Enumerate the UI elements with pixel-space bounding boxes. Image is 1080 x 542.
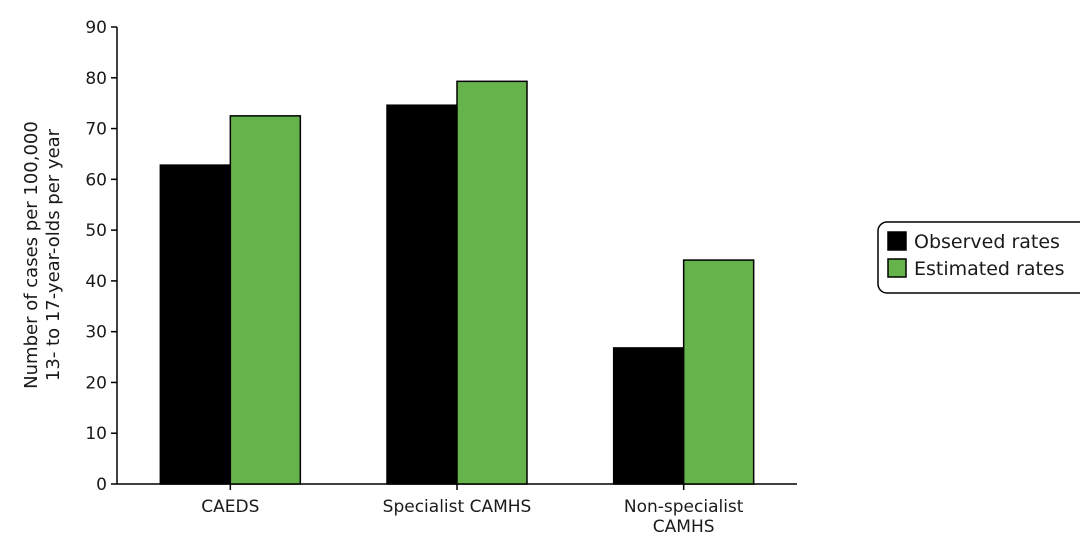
legend: Observed rates Estimated rates — [877, 221, 1080, 294]
legend-swatch — [887, 258, 907, 278]
y-axis-label-line: 13- to 17-year-olds per year — [43, 128, 64, 381]
y-tick-label: 50 — [85, 221, 107, 241]
legend-label: Observed rates — [914, 231, 1060, 253]
bar-estimated — [456, 80, 528, 485]
bars — [159, 80, 755, 485]
bar-observed — [612, 347, 685, 485]
y-axis: 0 10 20 30 40 50 60 70 80 90 — [85, 18, 118, 495]
y-tick-label: 60 — [85, 170, 107, 190]
y-tick-label: 0 — [96, 475, 107, 495]
y-tick-label: 20 — [85, 373, 107, 393]
y-axis-label-line: Number of cases per 100,000 — [21, 121, 42, 389]
x-tick-label: Specialist CAMHS — [383, 497, 532, 517]
x-tick-label: CAMHS — [653, 517, 715, 537]
bar-observed — [386, 104, 458, 485]
bar-observed — [159, 164, 232, 485]
bar-estimated — [682, 259, 755, 485]
legend-label: Estimated rates — [914, 258, 1065, 280]
legend-swatch — [887, 231, 907, 251]
y-tick-label: 40 — [85, 272, 107, 292]
x-tick-label: Non-specialist — [624, 497, 744, 517]
y-tick-label: 70 — [85, 120, 107, 140]
y-tick-label: 90 — [85, 18, 107, 38]
y-axis-label: Number of cases per 100,000 13- to 17-yea… — [21, 121, 64, 389]
y-tick-label: 80 — [85, 69, 107, 89]
y-tick-label: 30 — [85, 323, 107, 343]
y-tick-label: 10 — [85, 424, 107, 444]
legend-box — [877, 221, 1080, 294]
x-tick-label: CAEDS — [201, 497, 259, 517]
bar-estimated — [229, 115, 302, 485]
